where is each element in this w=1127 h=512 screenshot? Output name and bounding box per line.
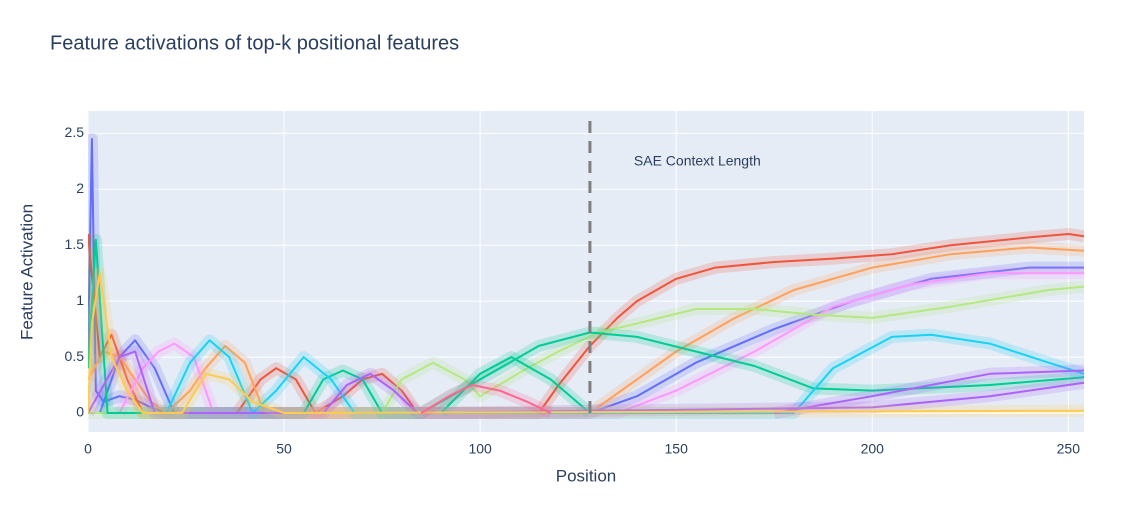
- chart-title: Feature activations of top-k positional …: [50, 32, 459, 54]
- x-tick-label: 250: [1057, 441, 1081, 457]
- line: [88, 246, 1084, 414]
- line: [88, 233, 1084, 414]
- x-tick-label: 100: [468, 441, 492, 457]
- y-tick-label: 0: [76, 404, 84, 420]
- x-axis-title: Position: [556, 466, 616, 485]
- y-tick-label: 0.5: [65, 348, 85, 364]
- lines: [88, 133, 1084, 419]
- x-tick-label: 150: [665, 441, 689, 457]
- y-tick-label: 2.5: [65, 124, 85, 140]
- line: [98, 339, 176, 414]
- line: [774, 369, 1084, 414]
- line: [88, 350, 1084, 414]
- x-tick-label: 0: [84, 441, 92, 457]
- plot-background: [88, 111, 1084, 432]
- y-tick-label: 2: [76, 180, 84, 196]
- y-tick-label: 1.5: [65, 236, 85, 252]
- line: [165, 333, 1084, 414]
- x-tick-label: 200: [861, 441, 885, 457]
- line: [420, 384, 552, 414]
- y-tick-label: 1: [76, 292, 84, 308]
- annotation: SAE Context Length: [634, 153, 761, 169]
- y-axis-title: Feature Activation: [17, 204, 36, 340]
- x-tick-label: 50: [276, 441, 292, 457]
- line: [88, 272, 1084, 414]
- grid: [87, 111, 1084, 432]
